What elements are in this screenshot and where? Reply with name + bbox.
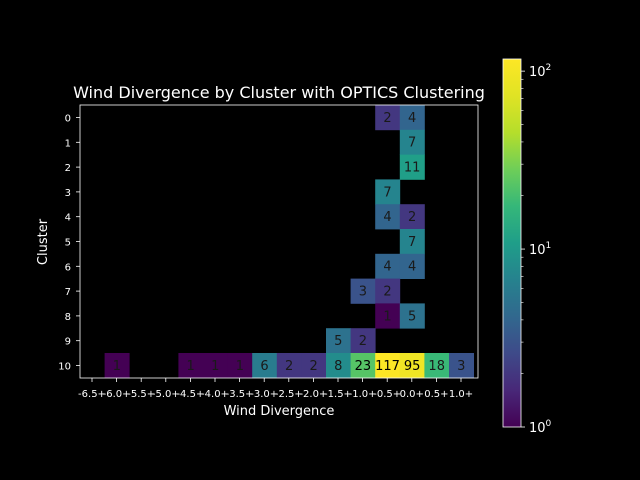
cell-value-label: 7 [408, 136, 416, 151]
y-axis: 0 1 2 3 4 5 6 7 8 9 10 [58, 114, 80, 373]
cell-value-label: 2 [383, 285, 391, 300]
y-axis-label: Cluster [36, 218, 51, 265]
cell-value-label: 6 [260, 359, 268, 374]
cell-value-label: 95 [404, 359, 421, 374]
x-tick-label: -5.5+ [127, 389, 155, 400]
heatmap-cells [104, 105, 474, 379]
cell-value-label: 18 [428, 359, 445, 374]
cell-value-label: 1 [211, 359, 219, 374]
x-tick-label: -3.0+ [250, 389, 278, 400]
cell-value-label: 4 [383, 210, 391, 225]
cell-value-label: 1 [236, 359, 244, 374]
cell-value-label: 117 [375, 359, 400, 374]
y-tick-label: 3 [65, 188, 71, 199]
x-tick-label: -0.5+ [373, 389, 401, 400]
cell-value-label: 5 [334, 334, 342, 349]
cell-value-label: 7 [408, 235, 416, 250]
x-tick-label: -1.0+ [349, 389, 377, 400]
heatmap-cell [399, 129, 425, 155]
chart-title: Wind Divergence by Cluster with OPTICS C… [73, 83, 485, 102]
cell-value-label: 4 [408, 111, 416, 126]
cell-value-label: 23 [355, 359, 372, 374]
heatmap-cell [227, 353, 253, 379]
cell-value-label: 4 [408, 260, 416, 275]
x-tick-label: 0.0+ [400, 389, 424, 400]
x-axis: -6.5+-6.0+-5.5+-5.0+-4.5+-4.0+-3.5+-3.0+… [78, 378, 473, 400]
colorbar-tick-label: 101 [529, 241, 551, 258]
heatmap-cell [375, 353, 401, 379]
heatmap-cell [399, 105, 425, 131]
cell-value-label: 3 [457, 359, 465, 374]
cell-value-label: 1 [383, 309, 391, 324]
heatmap-cell [399, 303, 425, 329]
cell-value-label: 2 [359, 334, 367, 349]
heatmap-cell [399, 353, 425, 379]
cell-value-label: 7 [383, 185, 391, 200]
heatmap-cell [375, 179, 401, 205]
cell-value-label: 2 [310, 359, 318, 374]
heatmap-cell [301, 353, 327, 379]
cell-value-label: 2 [285, 359, 293, 374]
x-tick-label: 1.0+ [449, 389, 473, 400]
y-tick-label: 1 [65, 138, 71, 149]
colorbar-tick-label: 102 [529, 63, 551, 80]
heatmap-cell [326, 328, 351, 354]
cell-value-label: 1 [187, 359, 195, 374]
cell-value-label: 5 [408, 309, 416, 324]
x-tick-label: -1.5+ [324, 389, 352, 400]
x-tick-label: -6.5+ [78, 389, 106, 400]
cell-value-label: 11 [404, 161, 421, 176]
y-tick-label: 7 [65, 287, 71, 298]
heatmap-cell [252, 353, 278, 379]
cell-value-label: 2 [383, 111, 391, 126]
x-tick-label: -4.5+ [176, 389, 204, 400]
heatmap-cell [449, 353, 474, 379]
cell-value-label: 3 [359, 285, 367, 300]
x-tick-label: -2.5+ [275, 389, 303, 400]
heatmap-cell [375, 303, 401, 329]
heatmap-cell [375, 278, 401, 304]
y-tick-label: 10 [58, 362, 71, 373]
cell-value-label: 4 [383, 260, 391, 275]
heatmap-cell [350, 278, 376, 304]
heatmap-cell [375, 204, 401, 230]
heatmap-cell [375, 253, 401, 279]
heatmap-cell [326, 353, 351, 379]
heatmap-cell [399, 204, 425, 230]
x-tick-label: 0.5+ [424, 389, 448, 400]
colorbar [502, 58, 522, 428]
y-tick-label: 4 [65, 213, 71, 224]
y-tick-label: 6 [65, 262, 71, 273]
heatmap-cell [276, 353, 302, 379]
colorbar-tick-label: 100 [529, 419, 552, 436]
cell-value-label: 1 [113, 359, 121, 374]
x-tick-label: -3.5+ [226, 389, 254, 400]
heatmap-cell [203, 353, 228, 379]
x-axis-label: Wind Divergence [224, 404, 335, 419]
heatmap-cell [350, 328, 376, 354]
heatmap-cell [375, 105, 401, 131]
y-tick-label: 8 [65, 312, 71, 323]
colorbar-axis: 100 101 102 [521, 63, 552, 436]
x-tick-label: -5.0+ [152, 389, 180, 400]
heatmap-cell [350, 353, 376, 379]
heatmap-cell [399, 253, 425, 279]
heatmap-cell [399, 229, 425, 255]
y-tick-label: 5 [65, 238, 71, 249]
cell-value-label: 2 [408, 210, 416, 225]
x-tick-label: -6.0+ [103, 389, 131, 400]
x-tick-label: -4.0+ [201, 389, 229, 400]
y-tick-label: 0 [65, 114, 71, 125]
heatmap-cell [399, 154, 425, 180]
x-tick-label: -2.0+ [299, 389, 327, 400]
heatmap-cell [104, 353, 130, 379]
heatmap-cell [178, 353, 204, 379]
y-tick-label: 9 [65, 337, 71, 348]
cell-value-label: 8 [334, 359, 342, 374]
heatmap-cell [424, 353, 450, 379]
y-tick-label: 2 [65, 163, 71, 174]
